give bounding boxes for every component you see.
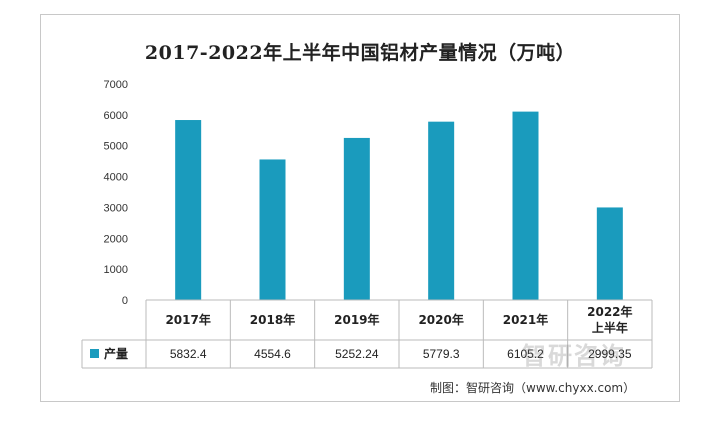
bar <box>175 120 202 300</box>
y-tick-label: 3000 <box>104 202 128 214</box>
y-tick-label: 1000 <box>104 264 128 276</box>
data-label: 6105.2 <box>507 347 544 361</box>
data-label: 5779.3 <box>423 347 460 361</box>
data-label: 2999.35 <box>588 347 632 361</box>
chart-title: 2017-2022年上半年中国铝材产量情况（万吨） <box>144 42 576 64</box>
legend-key <box>90 349 99 358</box>
y-tick-label: 2000 <box>104 233 128 245</box>
data-label: 5252.24 <box>335 347 379 361</box>
y-tick-label: 0 <box>122 295 128 307</box>
x-tick-label: 2018年 <box>250 312 295 327</box>
y-tick-label: 7000 <box>104 79 128 91</box>
bar <box>596 207 623 300</box>
x-tick-label: 2021年 <box>503 312 548 327</box>
source-note: 制图：智研咨询（www.chyxx.com） <box>430 381 636 395</box>
y-tick-label: 4000 <box>104 172 128 184</box>
y-tick-label: 5000 <box>104 141 128 153</box>
bar <box>512 111 539 301</box>
x-tick-label: 2022年上半年 <box>587 304 632 335</box>
y-tick-label: 6000 <box>104 110 128 122</box>
x-tick-label: 2019年 <box>334 312 379 327</box>
bar <box>343 137 370 300</box>
data-label: 4554.6 <box>254 347 291 361</box>
x-tick-label: 2020年 <box>418 312 463 327</box>
bar <box>428 121 455 300</box>
x-tick-label: 2017年 <box>165 312 210 327</box>
legend-label: 产量 <box>104 346 128 361</box>
watermark-text: 智研咨询 <box>522 342 626 370</box>
data-label: 5832.4 <box>170 347 207 361</box>
bar <box>259 159 286 300</box>
